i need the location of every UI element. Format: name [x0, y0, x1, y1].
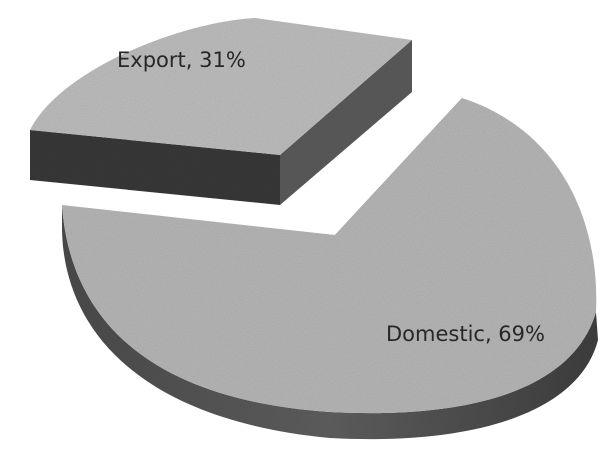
export-data-label: Export, 31% — [117, 48, 246, 72]
domestic-data-label: Domestic, 69% — [386, 322, 545, 346]
domestic-top — [62, 98, 597, 414]
pie-slice-export: Export, 31% — [30, 18, 412, 205]
pie-slice-domestic: Domestic, 69% — [62, 98, 598, 440]
export-right-side — [280, 40, 412, 205]
export-top — [30, 18, 412, 155]
